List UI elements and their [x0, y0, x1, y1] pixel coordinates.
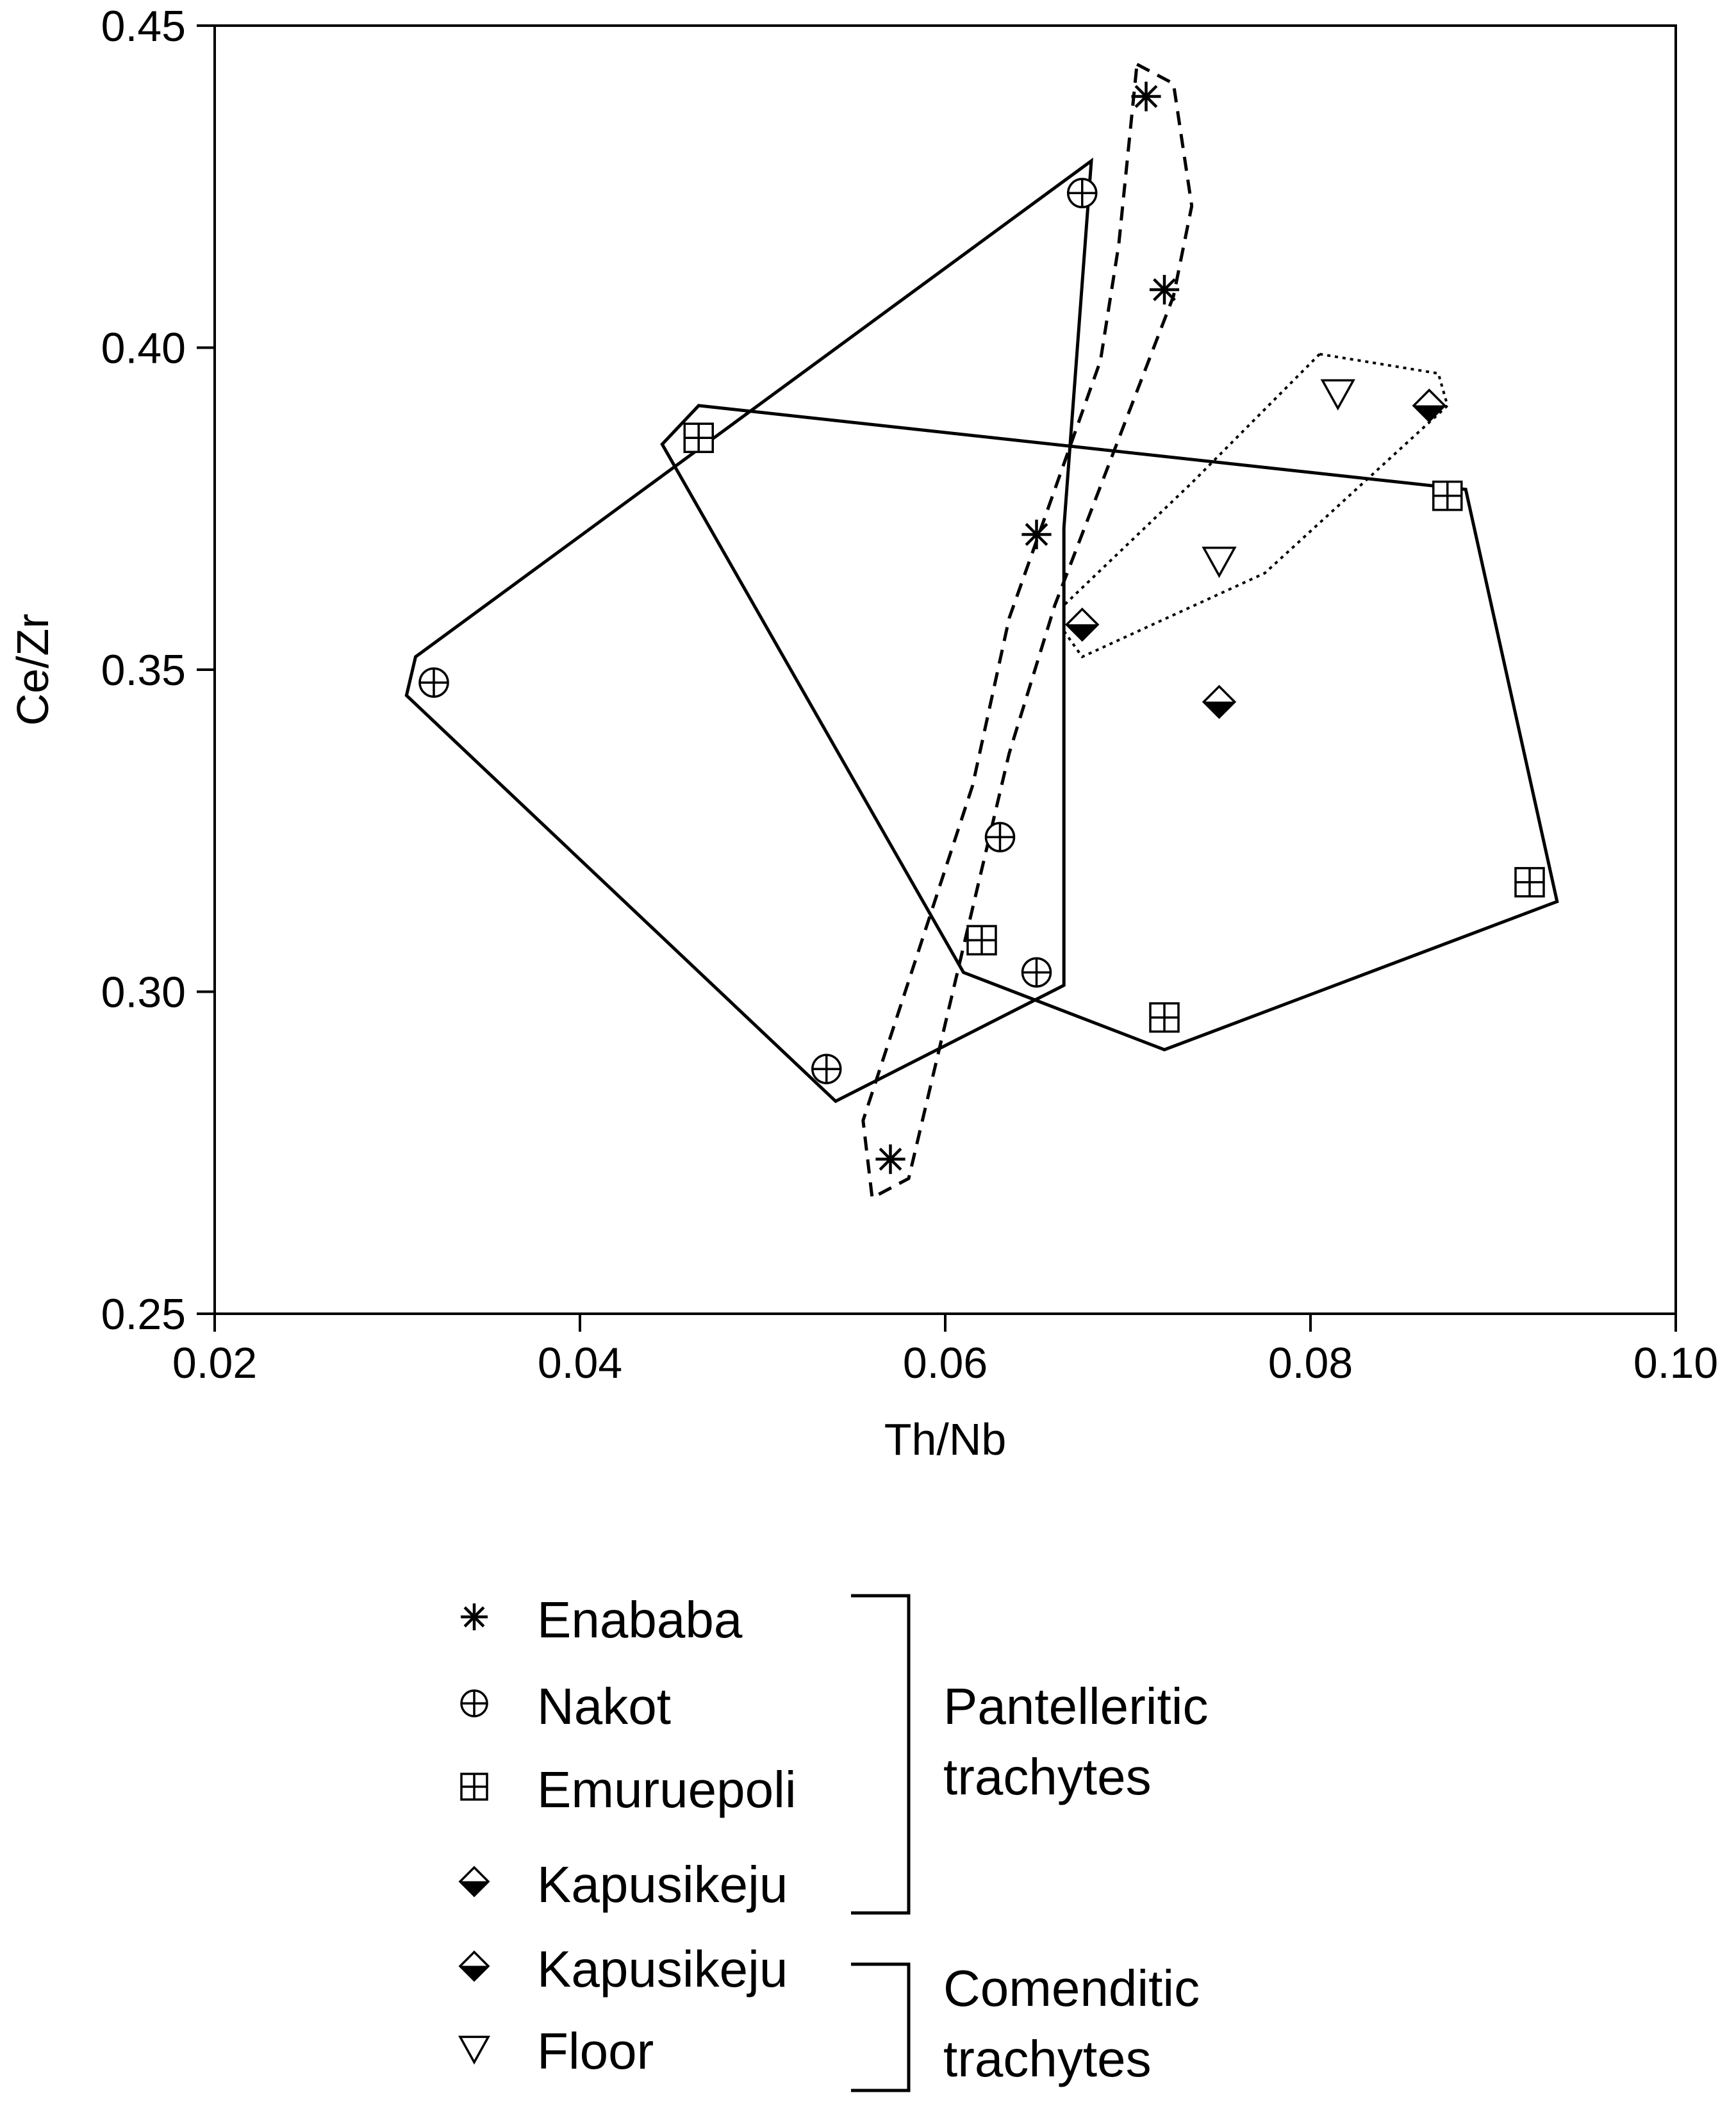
x-axis: 0.02 0.04 0.06 0.08 0.10	[172, 1314, 1718, 1387]
legend-group: Pantelleritic trachytes	[851, 1594, 1209, 1915]
legend-bracket	[851, 1594, 911, 1915]
legend-label: Enababa	[537, 1591, 743, 1648]
legend-label: Floor	[537, 2023, 654, 2080]
point-emuruepoli	[1149, 1002, 1180, 1033]
legend-marker-square-plus	[460, 1773, 488, 1801]
point-kapusikeju	[1202, 684, 1237, 719]
field-envelopes	[404, 62, 1559, 1201]
envelope-nakot	[404, 157, 1093, 1104]
legend-entry: Enababa	[461, 1591, 743, 1648]
envelope-floor	[1062, 352, 1450, 659]
legend-marker-asterisk	[461, 1603, 488, 1630]
point-emuruepoli	[966, 925, 997, 956]
point-enababa	[1021, 519, 1052, 550]
legend-entry: Kapusikeju	[458, 1856, 788, 1913]
envelope-emuruepoli	[660, 404, 1559, 1052]
y-tick-label: 0.35	[101, 646, 186, 695]
x-tick-label: 0.04	[538, 1339, 622, 1387]
legend-bracket	[851, 1962, 911, 2092]
legend-group-label: Pantelleritic	[943, 1678, 1209, 1735]
legend-marker-triangle-down	[458, 2035, 490, 2065]
data-points	[418, 81, 1545, 1174]
point-emuruepoli	[1514, 866, 1545, 898]
legend-label: Nakot	[537, 1678, 671, 1735]
legend: Enababa Nakot Emuruepoli Kapusikeju Kapusike…	[458, 1591, 1209, 2092]
legend-entry: Nakot	[460, 1678, 671, 1735]
legend-label: Kapusikeju	[537, 1941, 788, 1998]
legend-marker-circle-plus	[460, 1689, 488, 1717]
x-tick-label: 0.02	[172, 1339, 257, 1387]
point-kapusikeju	[1412, 388, 1446, 423]
point-nakot	[1021, 957, 1052, 988]
y-tick-label: 0.30	[101, 968, 186, 1017]
point-nakot	[811, 1054, 842, 1084]
legend-entry: Kapusikeju	[458, 1941, 788, 1998]
legend-group-label: Comenditic	[943, 1960, 1200, 2017]
y-tick-label: 0.45	[101, 2, 186, 51]
legend-group-label: trachytes	[943, 1748, 1152, 1805]
legend-label: Emuruepoli	[537, 1761, 797, 1818]
legend-entry: Floor	[458, 2023, 654, 2080]
point-nakot	[984, 822, 1016, 853]
y-tick-label: 0.25	[101, 1290, 186, 1339]
y-axis-title: Ce/Zr	[8, 614, 58, 726]
legend-group: Comenditic trachytes	[851, 1960, 1200, 2092]
point-emuruepoli	[1432, 480, 1463, 511]
point-floor	[1202, 547, 1237, 578]
point-nakot	[1067, 178, 1098, 209]
point-floor	[1320, 379, 1355, 411]
legend-label: Kapusikeju	[537, 1856, 788, 1913]
x-tick-label: 0.08	[1268, 1339, 1353, 1387]
legend-marker-diamond-half	[458, 1866, 490, 1898]
point-emuruepoli	[683, 422, 714, 453]
x-tick-label: 0.06	[903, 1339, 988, 1387]
point-kapusikeju	[1065, 607, 1100, 642]
legend-marker-diamond-half	[458, 1950, 490, 1982]
legend-group-label: trachytes	[943, 2030, 1152, 2087]
y-tick-label: 0.40	[101, 324, 186, 373]
y-axis: 0.25 0.30 0.35 0.40 0.45	[101, 2, 215, 1339]
legend-entry: Emuruepoli	[460, 1761, 797, 1818]
point-enababa	[1149, 274, 1180, 305]
point-nakot	[418, 667, 449, 698]
x-axis-title: Th/Nb	[884, 1414, 1007, 1464]
point-enababa	[875, 1144, 905, 1174]
envelope-enababa	[861, 62, 1194, 1201]
x-tick-label: 0.10	[1633, 1339, 1718, 1387]
point-enababa	[1131, 81, 1161, 112]
